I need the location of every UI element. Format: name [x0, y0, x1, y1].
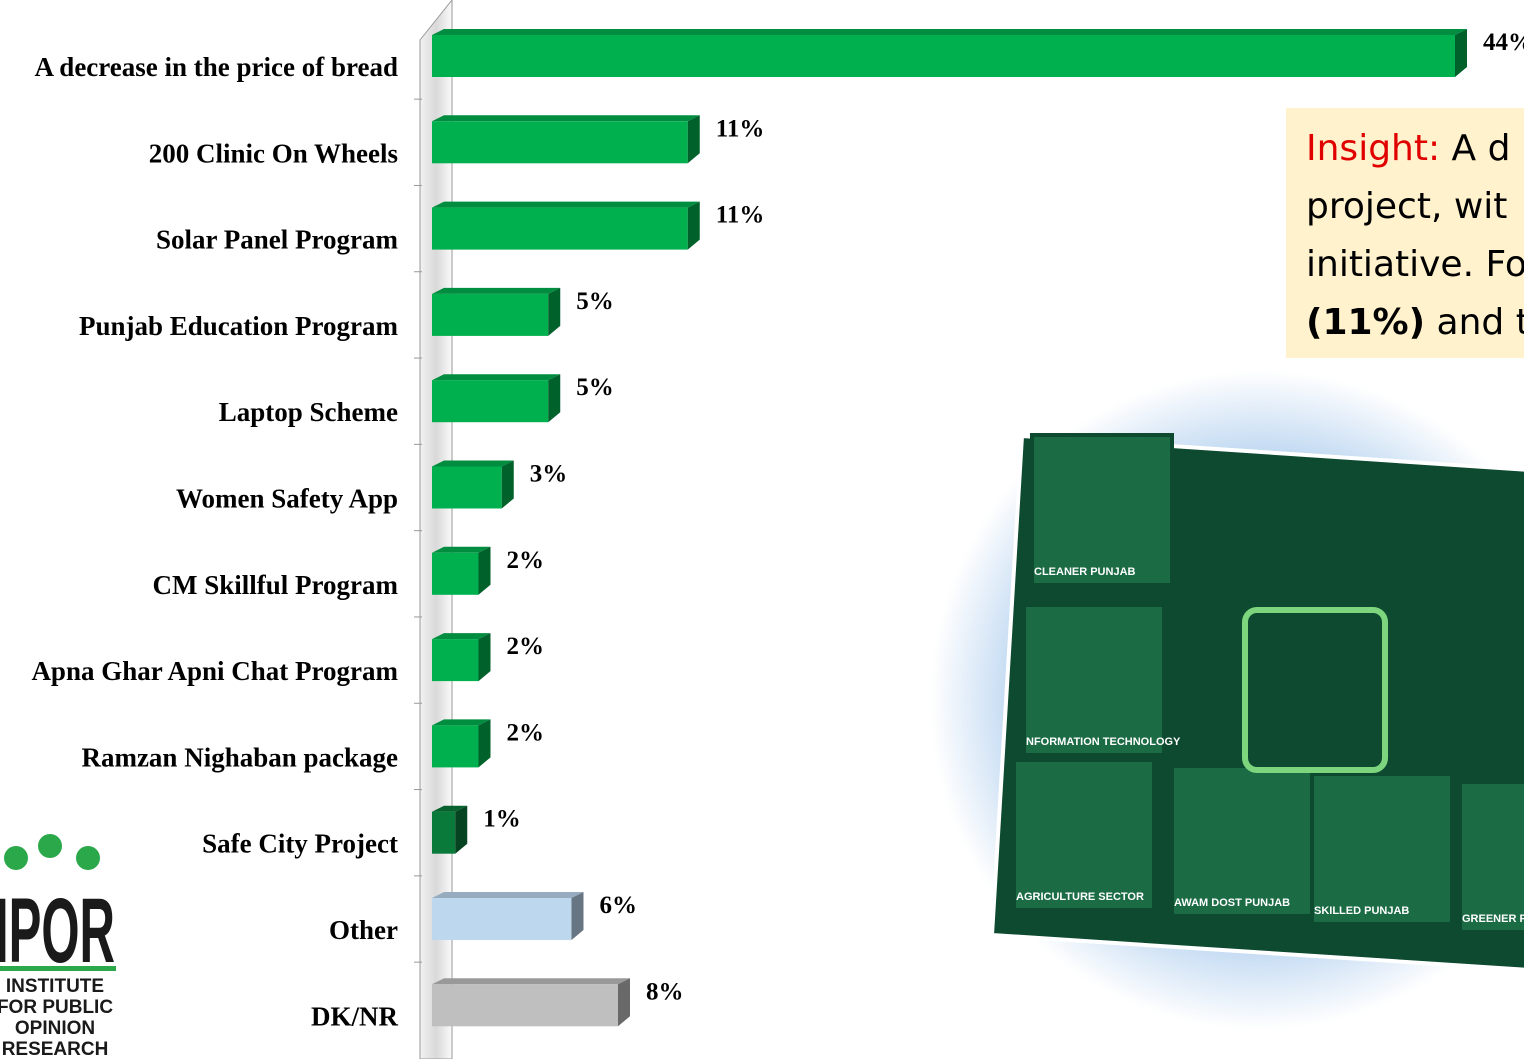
insight-text: Insight: A d	[1306, 128, 1510, 169]
image-panel-label: AWAM DOST PUNJAB	[1174, 897, 1290, 909]
value-label: 2%	[507, 633, 545, 660]
bars: A decrease in the price of bread 44% 200 C…	[31, 29, 1524, 1031]
image-panel-label: AGRICULTURE SECTOR	[1016, 891, 1144, 903]
insight-line: A d	[1440, 128, 1510, 169]
logo: IPOR INSTITUTE FOR PUBLIC OPINION RESEAR…	[0, 834, 116, 1059]
bar-top	[432, 805, 468, 812]
category-label: CM Skillful Program	[153, 570, 399, 600]
image-tile	[1012, 758, 1156, 912]
image-panel-label: NFORMATION TECHNOLOGY	[1026, 736, 1181, 748]
value-label: 5%	[576, 374, 614, 401]
category-label: Solar Panel Program	[156, 225, 398, 255]
image-tile	[1030, 433, 1174, 587]
bar-top	[432, 201, 700, 208]
insight-line: (11%)	[1306, 302, 1425, 343]
bar	[432, 898, 572, 940]
logo-text: RESEARCH	[2, 1039, 109, 1059]
logo-text: OPINION	[15, 1018, 95, 1039]
category-label: Safe City Project	[202, 829, 398, 859]
insight-line: initiative. Fo	[1306, 244, 1524, 285]
bar-top	[432, 287, 561, 294]
insight-line: project, wit	[1306, 186, 1507, 227]
bar-top	[432, 978, 630, 985]
bar	[432, 552, 479, 595]
image-panel-label: CLEANER PUNJAB	[1034, 566, 1136, 578]
bar	[432, 207, 688, 250]
bar-side	[478, 546, 491, 595]
bar-side	[501, 460, 514, 509]
logo-mark: IPOR	[0, 880, 115, 982]
image-panel-label: SKILLED PUNJAB	[1314, 905, 1409, 917]
value-label: 11%	[716, 202, 765, 229]
bar	[432, 35, 1455, 77]
category-label: Laptop Scheme	[219, 397, 398, 427]
bar-side	[478, 719, 491, 768]
logo-dot	[76, 846, 100, 870]
bar-side	[548, 374, 561, 423]
image-tile	[1170, 764, 1314, 918]
bar-top	[432, 460, 514, 467]
value-label: 8%	[646, 978, 684, 1005]
category-label: Women Safety App	[176, 484, 398, 514]
category-label: Apna Ghar Apni Chat Program	[31, 656, 398, 686]
bar	[432, 380, 549, 423]
bar-top	[432, 546, 491, 553]
insight-text: (11%) and t	[1306, 302, 1524, 343]
bar	[432, 811, 456, 854]
logo-text: FOR PUBLIC	[0, 997, 113, 1018]
bar	[432, 725, 479, 768]
bar	[432, 293, 549, 336]
insight-line: and t	[1425, 302, 1524, 343]
axis-wall	[419, 0, 453, 1059]
image-tile	[1022, 603, 1166, 757]
bar-top	[432, 374, 561, 381]
image-tile	[1310, 772, 1454, 926]
bar-side	[478, 633, 491, 682]
value-label: 1%	[483, 806, 521, 833]
category-label: Ramzan Nighaban package	[81, 742, 398, 772]
logo-rule	[0, 966, 116, 971]
bar-side	[687, 115, 700, 164]
bar-side	[548, 287, 561, 336]
value-label: 44%	[1483, 29, 1524, 56]
category-label: DK/NR	[311, 1001, 399, 1031]
value-label: 3%	[530, 461, 568, 488]
bar-side	[455, 805, 468, 854]
bar-side	[687, 201, 700, 250]
image-panels: CLEANER PUNJAB NFORMATION TECHNOLOGY AGRIC…	[1012, 433, 1524, 934]
bar-side	[618, 978, 630, 1027]
bar-top	[432, 633, 491, 640]
value-label: 2%	[507, 719, 545, 746]
bar	[432, 984, 618, 1027]
bar-top	[432, 892, 584, 898]
bar-side	[571, 892, 584, 940]
category-label: A decrease in the price of bread	[35, 52, 398, 82]
value-label: 2%	[507, 547, 545, 574]
image-panel-label: GREENER P	[1462, 913, 1524, 925]
category-label: 200 Clinic On Wheels	[149, 138, 398, 168]
bar-side	[1455, 29, 1467, 77]
insight-label: Insight:	[1306, 128, 1440, 169]
image-tile	[1458, 780, 1524, 934]
bar	[432, 121, 688, 164]
value-label: 5%	[576, 288, 614, 315]
image-emblem	[1242, 607, 1388, 773]
bar-top	[432, 115, 700, 122]
bar	[432, 639, 479, 682]
insight-box	[1286, 108, 1524, 358]
value-label: 6%	[600, 892, 638, 919]
bar-top	[432, 29, 1467, 35]
logo-dot	[38, 834, 62, 858]
category-label: Other	[329, 915, 398, 945]
logo-dot	[4, 846, 28, 870]
logo-text: INSTITUTE	[6, 976, 104, 997]
bar	[432, 466, 502, 509]
bar-top	[432, 719, 491, 726]
value-label: 11%	[716, 115, 765, 142]
category-label: Punjab Education Program	[79, 311, 399, 341]
